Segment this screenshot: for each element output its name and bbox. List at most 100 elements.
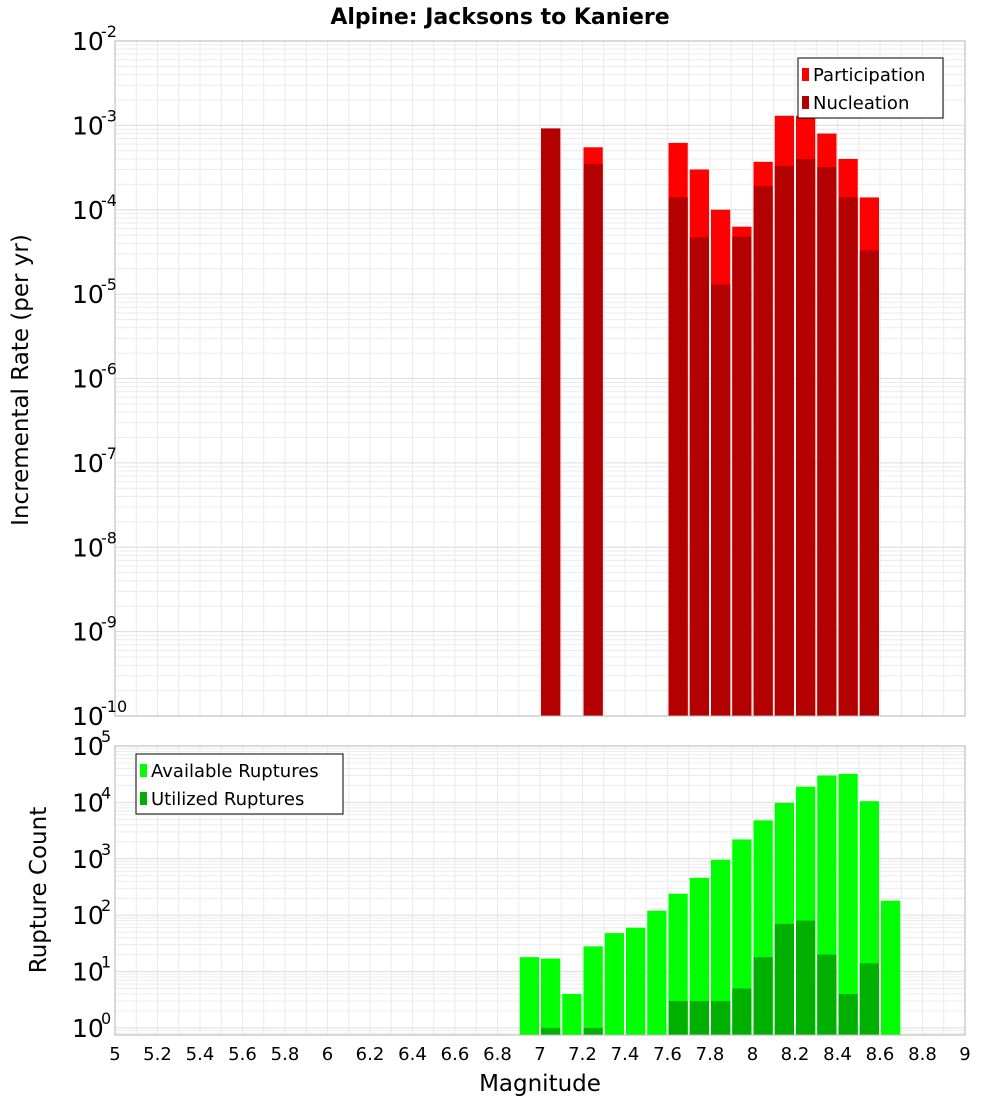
y-tick-label: 10 bbox=[72, 702, 104, 731]
bar-available-ruptures bbox=[604, 933, 624, 1035]
bar-available-ruptures bbox=[711, 859, 731, 1035]
x-tick-label: 6.8 bbox=[483, 1044, 512, 1065]
x-tick-label: 5 bbox=[109, 1044, 120, 1065]
bar-utilized-ruptures bbox=[689, 1001, 709, 1035]
y-tick-label-exponent: -5 bbox=[101, 275, 117, 294]
bars bbox=[519, 773, 901, 1035]
x-axis-label: Magnitude bbox=[479, 1071, 601, 1097]
y-tick-label-exponent: -2 bbox=[101, 22, 117, 41]
x-tick-label: 7.6 bbox=[653, 1044, 682, 1065]
y-tick-label-exponent: 4 bbox=[101, 783, 111, 802]
y-tick-label: 10 bbox=[72, 618, 104, 647]
y-tick-label: 10 bbox=[72, 27, 104, 56]
x-tick-label: 7 bbox=[534, 1044, 545, 1065]
bar-nucleation bbox=[817, 167, 837, 716]
bar-nucleation bbox=[838, 197, 858, 717]
y-tick-label-exponent: 0 bbox=[101, 1009, 111, 1028]
bar-utilized-ruptures bbox=[774, 923, 794, 1035]
bar-nucleation bbox=[583, 163, 603, 717]
legend: Available Ruptures Utilized Ruptures bbox=[135, 753, 344, 815]
x-tick-label: 6.2 bbox=[356, 1044, 385, 1065]
bar-nucleation bbox=[859, 250, 879, 717]
bar-utilized-ruptures bbox=[838, 994, 858, 1035]
bar-utilized-ruptures bbox=[541, 1027, 561, 1035]
y-tick-label-exponent: 1 bbox=[101, 953, 111, 972]
bar-utilized-ruptures bbox=[583, 1027, 603, 1035]
y-tick-label-exponent: -9 bbox=[101, 613, 117, 632]
rate-panel: 10-1010-910-810-710-610-510-410-310-2Par… bbox=[72, 22, 966, 731]
x-tick-label: 8 bbox=[747, 1044, 758, 1065]
bars bbox=[541, 115, 879, 717]
bar-available-ruptures bbox=[562, 994, 582, 1035]
x-tick-label: 6.6 bbox=[441, 1044, 470, 1065]
bar-utilized-ruptures bbox=[753, 957, 773, 1035]
x-tick-label: 8.2 bbox=[781, 1044, 810, 1065]
y-tick-label-exponent: -7 bbox=[101, 444, 117, 463]
y-tick-label: 10 bbox=[72, 196, 104, 225]
y-tick-label: 10 bbox=[72, 449, 104, 478]
y-tick-label: 10 bbox=[72, 533, 104, 562]
x-tick-label: 8.8 bbox=[908, 1044, 937, 1065]
bar-available-ruptures bbox=[838, 773, 858, 1035]
bar-nucleation bbox=[668, 197, 688, 717]
y-tick-label: 10 bbox=[72, 845, 104, 874]
bar-utilized-ruptures bbox=[859, 963, 879, 1035]
bar-nucleation bbox=[541, 128, 561, 716]
bar-available-ruptures bbox=[541, 958, 561, 1035]
plot-frame bbox=[114, 40, 966, 717]
x-tick-label: 5.6 bbox=[228, 1044, 257, 1065]
bar-available-ruptures bbox=[689, 877, 709, 1035]
x-tick-label: 5.8 bbox=[271, 1044, 300, 1065]
bar-available-ruptures bbox=[626, 927, 646, 1035]
y-tick-label-exponent: -3 bbox=[101, 106, 117, 125]
grid-lines bbox=[115, 41, 965, 716]
x-tick-label: 5.2 bbox=[143, 1044, 172, 1065]
legend: Participation Nucleation bbox=[797, 57, 944, 119]
bar-nucleation bbox=[774, 166, 794, 717]
y-tick-label: 10 bbox=[72, 732, 104, 761]
legend-swatch bbox=[140, 764, 147, 777]
x-tick-label: 7.8 bbox=[696, 1044, 725, 1065]
x-tick-label: 7.2 bbox=[568, 1044, 597, 1065]
x-tick-label: 9 bbox=[959, 1044, 970, 1065]
legend-swatch bbox=[802, 96, 809, 109]
bar-available-ruptures bbox=[732, 839, 752, 1035]
x-tick-labels: 5 5.2 5.4 5.6 5.8 6 6.2 6.4 6.6 6.8 7 7.2 7.4 7.6 7.8 8… bbox=[109, 1044, 970, 1065]
legend-entry: Utilized Ruptures bbox=[151, 789, 304, 810]
x-tick-label: 6 bbox=[322, 1044, 333, 1065]
bar-nucleation bbox=[796, 158, 816, 717]
y-tick-label: 10 bbox=[72, 958, 104, 987]
y-tick-label: 10 bbox=[72, 901, 104, 930]
bar-utilized-ruptures bbox=[796, 920, 816, 1035]
bar-available-ruptures bbox=[881, 900, 901, 1035]
bar-available-ruptures bbox=[519, 957, 539, 1035]
top-y-axis-label: Incremental Rate (per yr) bbox=[8, 234, 34, 526]
bar-nucleation bbox=[753, 186, 773, 716]
y-tick-label: 10 bbox=[72, 280, 104, 309]
y-tick-label-exponent: -4 bbox=[101, 191, 117, 210]
bar-utilized-ruptures bbox=[668, 1001, 688, 1035]
y-tick-label: 10 bbox=[72, 365, 104, 394]
y-tick-label-exponent: 2 bbox=[101, 896, 111, 915]
bar-available-ruptures bbox=[668, 893, 688, 1035]
bar-nucleation bbox=[732, 236, 752, 716]
y-tick-label-exponent: -8 bbox=[101, 528, 117, 547]
plot-frame bbox=[114, 745, 966, 1036]
bottom-y-axis-label: Rupture Count bbox=[26, 807, 52, 973]
bar-available-ruptures bbox=[583, 946, 603, 1035]
legend-swatch bbox=[802, 68, 809, 81]
bar-utilized-ruptures bbox=[732, 988, 752, 1035]
y-tick-label: 10 bbox=[72, 788, 104, 817]
legend-entry: Participation bbox=[813, 65, 925, 86]
x-tick-label: 7.4 bbox=[611, 1044, 640, 1065]
bar-nucleation bbox=[711, 284, 731, 716]
bar-utilized-ruptures bbox=[711, 1001, 731, 1035]
x-tick-label: 6.4 bbox=[398, 1044, 427, 1065]
bar-nucleation bbox=[689, 237, 709, 716]
y-tick-label-exponent: -10 bbox=[101, 697, 127, 716]
legend-entry: Available Ruptures bbox=[151, 761, 319, 782]
y-tick-label: 10 bbox=[72, 111, 104, 140]
